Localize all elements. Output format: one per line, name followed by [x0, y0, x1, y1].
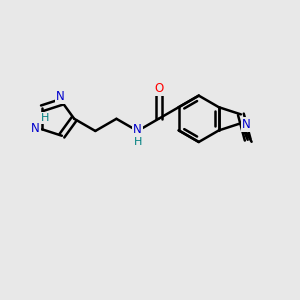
Text: N: N — [56, 90, 65, 103]
Text: H: H — [41, 113, 50, 123]
Text: N: N — [31, 122, 40, 135]
Text: N: N — [242, 118, 250, 131]
Text: H: H — [134, 137, 142, 147]
Text: N: N — [133, 123, 142, 136]
Text: O: O — [154, 82, 163, 95]
